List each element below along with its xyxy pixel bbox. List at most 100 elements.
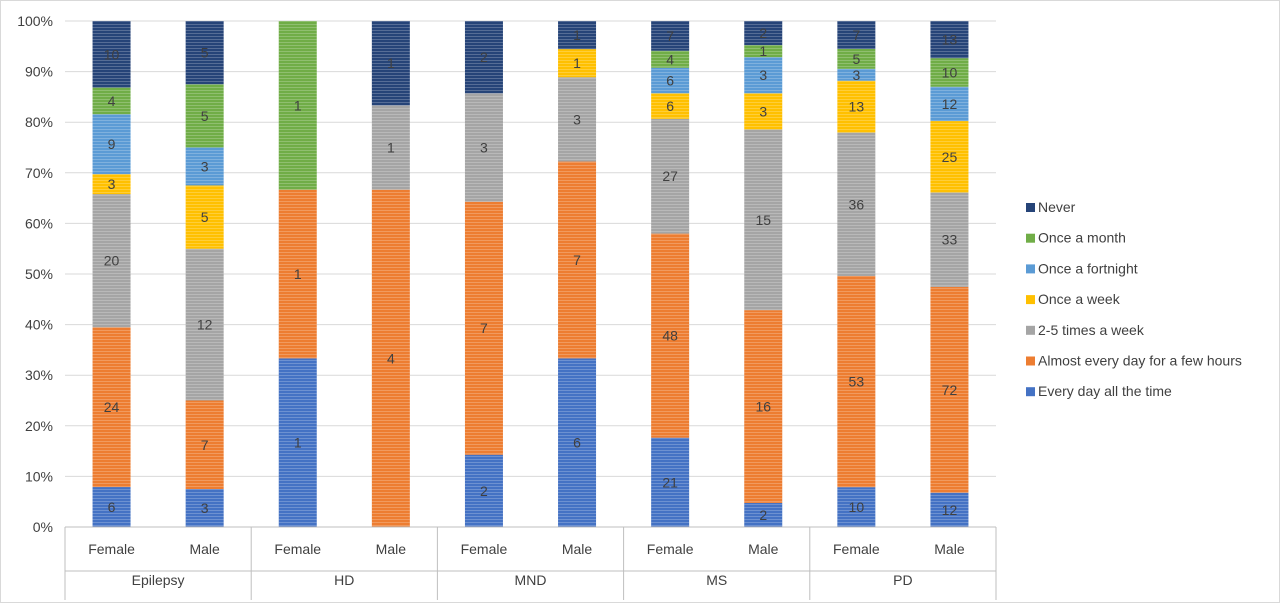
bar-segment-texture [651,118,690,234]
data-label: 13 [849,99,865,115]
data-label: 15 [755,212,771,228]
data-label: 1 [294,266,302,282]
data-label: 1 [573,55,581,71]
x-group-label: HD [334,572,354,588]
legend-label: Once a fortnight [1038,260,1138,276]
data-label: 4 [108,93,116,109]
bars: 6242039410371253551114112732673112148276… [92,21,969,527]
legend-swatch [1026,295,1035,305]
data-label: 3 [201,158,209,174]
bar-segment-texture [558,49,597,78]
bar-segment-texture [185,21,224,85]
legend-label: Every day all the time [1038,383,1172,399]
data-label: 12 [942,502,958,518]
data-label: 3 [108,176,116,192]
bar-segment-texture [278,189,317,359]
bar-segment-texture [744,21,783,46]
legend-label: Once a month [1038,230,1126,246]
data-label: 25 [942,149,958,165]
data-label: 36 [849,196,865,212]
bar-segment-texture [558,358,597,527]
legend-swatch [1026,387,1035,397]
bar-segment-texture [278,358,317,527]
y-tick-label: 100% [17,13,53,29]
y-tick-label: 10% [25,468,53,484]
bar-segment-texture [92,327,131,488]
bar-segment-texture [837,487,876,527]
data-label: 6 [108,499,116,515]
data-label: 27 [662,168,678,184]
data-label: 13 [942,32,958,48]
legend-swatch [1026,264,1035,274]
legend-swatch [1026,325,1035,335]
x-group-label: MS [706,572,727,588]
bar-segment-texture [92,487,131,527]
legend-swatch [1026,203,1035,212]
data-label: 6 [666,73,674,89]
y-tick-label: 50% [25,266,53,282]
y-tick-label: 40% [25,317,53,333]
bar-segment-texture [837,132,876,276]
data-label: 7 [666,28,674,44]
bar-segment-texture [744,57,783,94]
bar-segment-texture [651,437,690,527]
bar-segment-texture [92,194,131,328]
data-label: 3 [573,111,581,127]
legend-label: 2-5 times a week [1038,322,1145,338]
data-label: 3 [201,500,209,516]
data-label: 21 [662,474,678,490]
y-tick-label: 80% [25,114,53,130]
bar-segment-texture [92,21,131,88]
bar-segment-texture [651,233,690,438]
data-label: 10 [104,46,120,62]
data-label: 4 [666,51,674,67]
data-label: 1 [759,43,767,59]
bar-segment-texture [930,86,969,122]
data-label: 2 [480,49,488,65]
y-axis-ticks: 0% 10% 20% 30% 40% 50% 60% 70% 80% 90% 100% [17,13,53,535]
x-category-label: Female [833,541,880,557]
bar-segment-texture [744,45,783,58]
data-label: 5 [201,108,209,124]
bar-segment-texture [185,147,224,186]
x-category-label: Female [461,541,508,557]
y-tick-label: 70% [25,165,53,181]
legend-swatch [1026,233,1035,243]
data-label: 6 [666,98,674,114]
bar-segment-texture [371,105,410,190]
data-label: 5 [201,209,209,225]
x-category-label: Male [934,541,965,557]
data-label: 4 [387,350,395,366]
bar-segment-texture [558,77,597,162]
y-tick-label: 20% [25,418,53,434]
data-label: 3 [759,103,767,119]
bar-segment-texture [92,174,131,195]
bar-segment-texture [185,400,224,490]
data-label: 3 [759,67,767,83]
x-category-label: Female [88,541,135,557]
legend: Never Once a month Once a fortnight Once a … [1026,199,1242,399]
bar-segment-texture [837,48,876,69]
bar-segment-texture [92,114,131,175]
x-group-label: MND [515,572,547,588]
data-label: 1 [387,140,395,156]
x-category-label: Female [274,541,321,557]
data-label: 7 [201,437,209,453]
data-label: 7 [852,27,860,43]
bar-segment-texture [930,492,969,527]
data-label: 10 [942,64,958,80]
bar-segment-texture [278,21,317,190]
data-label: 12 [197,317,213,333]
data-label: 9 [108,136,116,152]
bar-segment-texture [651,67,690,94]
data-label: 12 [942,96,958,112]
bar-segment-texture [651,93,690,119]
data-label: 10 [849,499,865,515]
x-category-label: Male [376,541,407,557]
data-label: 5 [852,51,860,67]
bar-segment-texture [930,286,969,493]
bar-segment-texture [464,21,503,94]
y-tick-label: 0% [33,519,53,535]
